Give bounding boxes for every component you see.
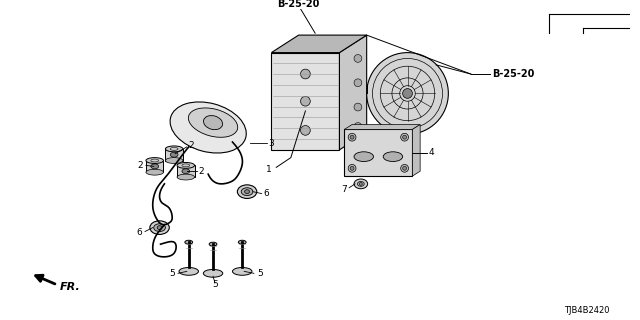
Text: 4: 4 bbox=[429, 148, 435, 157]
Ellipse shape bbox=[354, 152, 374, 162]
Text: 1: 1 bbox=[266, 165, 271, 174]
Circle shape bbox=[403, 89, 412, 98]
Circle shape bbox=[354, 103, 362, 111]
Ellipse shape bbox=[232, 268, 252, 275]
Circle shape bbox=[301, 69, 310, 79]
Text: 6: 6 bbox=[136, 228, 142, 237]
Ellipse shape bbox=[146, 169, 163, 175]
Ellipse shape bbox=[150, 221, 170, 235]
Polygon shape bbox=[344, 124, 420, 129]
Ellipse shape bbox=[383, 152, 403, 162]
Ellipse shape bbox=[237, 185, 257, 198]
Ellipse shape bbox=[354, 179, 367, 189]
Circle shape bbox=[350, 166, 354, 170]
Circle shape bbox=[354, 54, 362, 62]
Ellipse shape bbox=[146, 158, 163, 164]
Circle shape bbox=[401, 133, 408, 141]
Circle shape bbox=[354, 123, 362, 130]
Text: 6: 6 bbox=[264, 189, 269, 198]
Ellipse shape bbox=[177, 174, 195, 180]
Bar bbox=[177, 165, 195, 177]
Text: B-25-20: B-25-20 bbox=[492, 69, 534, 79]
Circle shape bbox=[403, 135, 406, 139]
Text: 2: 2 bbox=[198, 167, 204, 176]
Text: 5: 5 bbox=[170, 269, 175, 278]
Ellipse shape bbox=[188, 108, 237, 137]
Bar bbox=[165, 149, 183, 161]
Ellipse shape bbox=[360, 182, 362, 185]
Text: TJB4B2420: TJB4B2420 bbox=[564, 306, 610, 315]
Circle shape bbox=[354, 79, 362, 87]
Bar bbox=[344, 129, 412, 176]
Ellipse shape bbox=[204, 116, 223, 130]
Ellipse shape bbox=[151, 164, 159, 169]
Ellipse shape bbox=[170, 102, 246, 153]
Polygon shape bbox=[339, 35, 367, 150]
Ellipse shape bbox=[241, 188, 253, 196]
Text: 3: 3 bbox=[268, 139, 274, 148]
Circle shape bbox=[350, 135, 354, 139]
Polygon shape bbox=[271, 52, 339, 150]
Circle shape bbox=[348, 133, 356, 141]
Ellipse shape bbox=[165, 146, 183, 152]
Bar bbox=[146, 161, 163, 172]
Ellipse shape bbox=[157, 226, 162, 229]
Text: FR.: FR. bbox=[60, 282, 80, 292]
Ellipse shape bbox=[204, 269, 223, 277]
Polygon shape bbox=[412, 124, 420, 176]
Ellipse shape bbox=[182, 169, 189, 174]
Circle shape bbox=[401, 164, 408, 172]
Ellipse shape bbox=[165, 158, 183, 164]
Ellipse shape bbox=[357, 181, 364, 186]
Text: 2: 2 bbox=[138, 161, 143, 170]
Circle shape bbox=[348, 164, 356, 172]
Text: B-25-20: B-25-20 bbox=[277, 0, 320, 9]
Ellipse shape bbox=[177, 163, 195, 168]
Ellipse shape bbox=[185, 240, 193, 244]
Ellipse shape bbox=[154, 224, 165, 231]
Ellipse shape bbox=[244, 190, 250, 194]
Text: 5: 5 bbox=[257, 269, 262, 278]
Circle shape bbox=[403, 166, 406, 170]
Ellipse shape bbox=[179, 268, 198, 275]
Text: 7: 7 bbox=[342, 185, 348, 194]
Ellipse shape bbox=[170, 152, 178, 157]
Circle shape bbox=[301, 125, 310, 135]
Polygon shape bbox=[271, 35, 367, 52]
Ellipse shape bbox=[238, 240, 246, 244]
Text: 2: 2 bbox=[189, 141, 195, 150]
Circle shape bbox=[301, 96, 310, 106]
Ellipse shape bbox=[209, 242, 217, 246]
Text: 5: 5 bbox=[212, 281, 218, 290]
Circle shape bbox=[367, 52, 449, 134]
